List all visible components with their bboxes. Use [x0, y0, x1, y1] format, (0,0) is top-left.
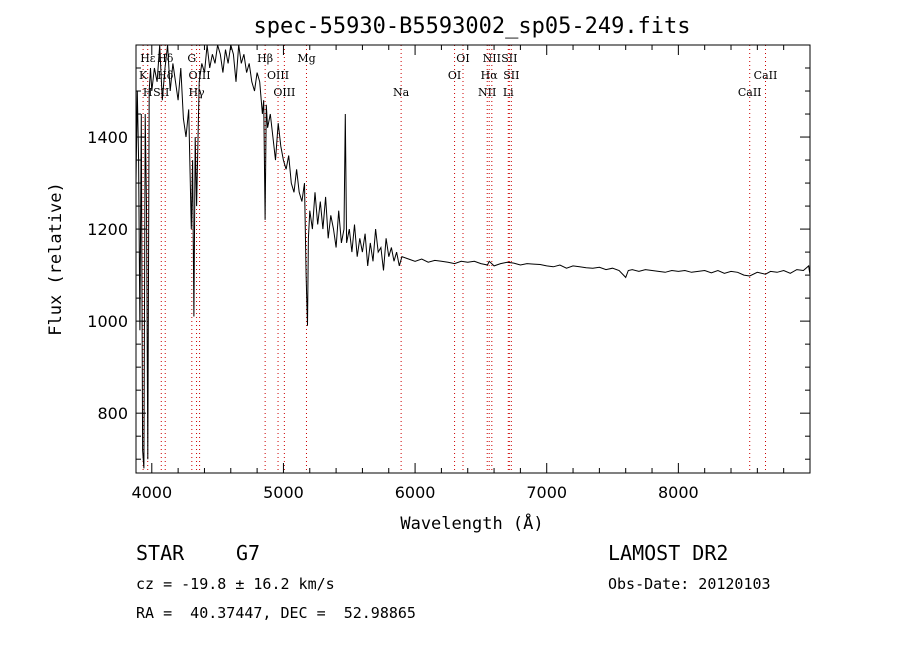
x-tick-label: 5000: [263, 483, 304, 502]
line-label: OIII: [273, 86, 295, 99]
line-label: Li: [503, 86, 514, 99]
line-label: OIII: [267, 69, 289, 82]
plot-frame: [135, 44, 811, 474]
series-layer: [135, 44, 811, 469]
line-label: NII: [478, 86, 496, 99]
line-label: SII: [501, 52, 517, 65]
x-tick-label: 4000: [131, 483, 172, 502]
y-axis-label: Flux (relative): [46, 182, 66, 336]
x-tick-label: 7000: [526, 483, 567, 502]
line-markers: [142, 45, 767, 473]
redshift-text: cz = -19.8 ± 16.2 km/s: [136, 575, 335, 593]
line-label: OI: [456, 52, 469, 65]
line-label: Hδ: [157, 69, 174, 82]
y-axis: 800 1000 1200 1400: [87, 44, 810, 460]
y-tick-label: 1200: [87, 220, 128, 239]
line-label: Na: [393, 86, 410, 99]
x-tick-label: 8000: [658, 483, 699, 502]
y-tick-label: 800: [97, 404, 128, 423]
survey-name: LAMOST DR2: [608, 541, 729, 565]
y-tick-label: 1000: [87, 312, 128, 331]
x-tick-label: 6000: [395, 483, 436, 502]
line-label: NII: [483, 52, 501, 65]
chart-title: spec-55930-B5593002_sp05-249.fits: [253, 14, 690, 39]
y-tick-label: 1400: [87, 128, 128, 147]
line-label: Hε: [140, 52, 156, 65]
line-label: G: [187, 52, 196, 65]
line-label: Hδ: [157, 52, 174, 65]
line-label: CaII: [738, 86, 762, 99]
obs-date: Obs-Date: 20120103: [608, 575, 771, 593]
line-label: SII: [503, 69, 519, 82]
coordinates: RA = 40.37447, DEC = 52.98865: [136, 604, 416, 622]
line-label: K: [139, 69, 148, 82]
line-label: Mg: [297, 52, 315, 65]
line-label: SII: [153, 86, 169, 99]
line-label: H: [143, 86, 153, 99]
line-label: Hβ: [257, 52, 273, 65]
line-label: OIII: [189, 69, 211, 82]
x-axis-label: Wavelength (Å): [400, 512, 543, 534]
line-label: Hγ: [188, 86, 205, 99]
spectrum-line: [135, 44, 811, 469]
subclass: G7: [236, 541, 261, 565]
x-axis: 4000 5000 6000 7000 8000: [131, 45, 811, 502]
object-type: STAR: [136, 541, 185, 565]
line-label: OI: [448, 69, 461, 82]
line-label: Hα: [481, 69, 499, 82]
line-label: CaII: [754, 69, 778, 82]
